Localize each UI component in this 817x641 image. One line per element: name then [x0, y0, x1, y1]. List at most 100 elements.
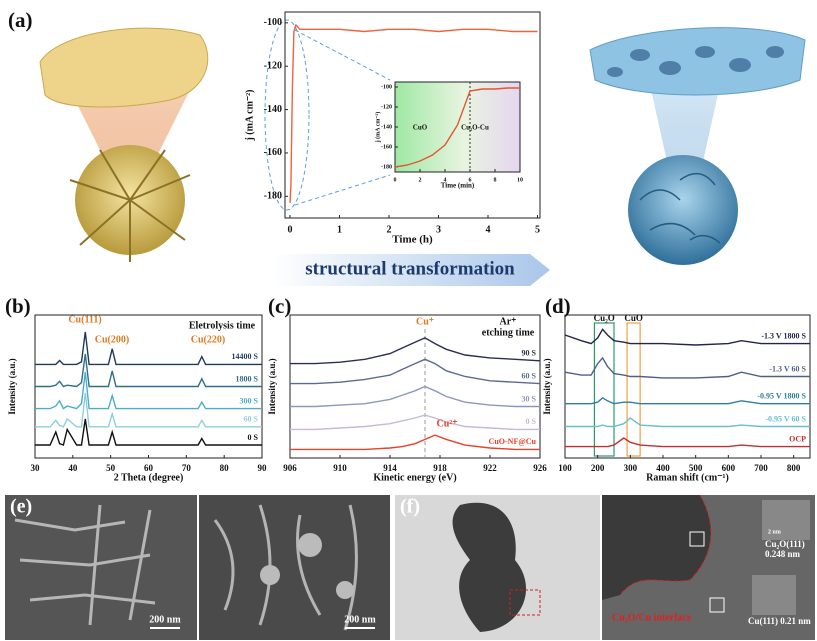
- panel-label: (d): [545, 294, 571, 318]
- annotation: Cu(200): [95, 334, 129, 345]
- series-line: [35, 372, 262, 410]
- series-label: OCP: [789, 434, 806, 443]
- series-line: [290, 414, 540, 431]
- x-tick-label: 0: [394, 177, 397, 183]
- panel-label: (b): [5, 294, 31, 318]
- x-tick-label: 926: [533, 463, 547, 473]
- x-axis-label: Kinetic energy (eV): [373, 472, 456, 483]
- x-tick-label: 3: [436, 224, 441, 235]
- x-tick-label: 8: [494, 177, 497, 183]
- x-tick-label: 910: [333, 463, 347, 473]
- y-axis-label: Intensity (a.u.): [7, 358, 17, 414]
- scale-label: 2 nm: [768, 529, 781, 535]
- series-line: [289, 23, 538, 203]
- x-tick-label: 0: [287, 224, 292, 235]
- series-line: [564, 328, 810, 346]
- series-label: 300 S: [240, 396, 259, 405]
- y-tick-label: -100: [381, 84, 392, 90]
- series-line: [35, 418, 262, 446]
- y-axis-label: Intensity (a.u.): [542, 358, 552, 414]
- series-label: 60 S: [244, 415, 259, 424]
- series-line: [565, 397, 810, 405]
- x-tick-label: 40: [68, 463, 78, 473]
- x-tick-label: 400: [656, 463, 670, 473]
- x-tick-label: 30: [31, 463, 41, 473]
- series-line: [290, 358, 541, 385]
- x-axis-label: Raman shift (cm⁻¹): [646, 472, 729, 483]
- y-tick-label: -140: [264, 104, 282, 115]
- region: [626, 322, 641, 457]
- x-tick-label: 6: [469, 177, 472, 183]
- series-label: 0 S: [248, 433, 259, 442]
- x-tick-label: 300: [624, 463, 638, 473]
- x-tick-label: 200: [591, 463, 605, 473]
- x-tick-label: 60: [144, 463, 154, 473]
- series-label: -0.95 V 1800 S: [757, 391, 806, 400]
- x-tick-label: 914: [383, 463, 397, 473]
- annotation: Cu(220): [191, 334, 225, 345]
- x-tick-label: 2: [419, 177, 422, 183]
- series-line: [565, 437, 810, 448]
- series-label: 1800 S: [236, 374, 259, 383]
- annotation: CuO: [413, 124, 428, 132]
- x-tick-label: 10: [517, 177, 523, 183]
- y-tick-label: -180: [264, 191, 282, 202]
- y-tick-label: -180: [381, 164, 392, 170]
- series-line: [290, 385, 540, 408]
- x-tick-label: 5: [535, 224, 540, 235]
- x-tick-label: 918: [433, 463, 447, 473]
- x-tick-label: 922: [483, 463, 497, 473]
- series-line: [565, 417, 810, 428]
- x-tick-label: 500: [689, 463, 703, 473]
- cu2o-cu-illustration: [589, 27, 806, 265]
- y-tick-label: -100: [264, 17, 282, 28]
- x-tick-label: 800: [787, 463, 801, 473]
- annotation: etching time: [482, 327, 535, 338]
- series-label: -1.3 V 60 S: [769, 364, 806, 373]
- y-tick-label: -120: [264, 61, 282, 72]
- annotation: Eletrolysis time: [189, 320, 256, 331]
- x-tick-label: 80: [220, 463, 230, 473]
- cuo-illustration: [39, 27, 209, 262]
- inset-background: [395, 82, 520, 172]
- series-line: [564, 356, 810, 379]
- annotation: Cu⁺: [416, 316, 434, 327]
- x-tick-label: 1: [337, 224, 342, 235]
- series-line: [290, 337, 541, 365]
- region: [593, 322, 615, 457]
- series-line: [394, 87, 520, 168]
- panel-label: (c): [268, 294, 291, 318]
- y-tick-label: -160: [381, 144, 392, 150]
- interface-label: Cu₂O/Cu interface: [612, 612, 692, 623]
- x-tick-label: 50: [106, 463, 116, 473]
- series-line: [35, 392, 262, 428]
- x-tick-label: 4: [444, 177, 447, 183]
- x-tick-label: 2: [386, 224, 391, 235]
- series-label: 60 S: [522, 371, 537, 380]
- y-axis-label: j (mA cm⁻²): [244, 89, 255, 141]
- y-axis-label: j (mA cm⁻²): [374, 112, 381, 144]
- annotation: Cu²⁺: [436, 418, 457, 429]
- series-line: [290, 434, 540, 451]
- scale-bar-label: 200 nm: [149, 614, 181, 625]
- region-label: CuO: [624, 313, 643, 323]
- panel-f: (f) Cu₂O/Cu interface 2 nm Cu₂O(111) 0.2…: [395, 494, 815, 640]
- series-label: 14400 S: [232, 352, 259, 361]
- series-label: 90 S: [522, 349, 537, 358]
- arrow-text: structural transformation: [305, 258, 515, 279]
- x-tick-label: 70: [182, 463, 192, 473]
- panel-label: (a): [8, 8, 33, 32]
- series-label: 30 S: [522, 394, 537, 403]
- transformation-arrow: structural transformation: [272, 254, 550, 286]
- series-label: CuO-NF@Cu: [489, 437, 537, 446]
- x-axis-label: Time (h): [392, 234, 433, 246]
- x-tick-label: 4: [486, 224, 491, 235]
- inset-label: Cu(111) 0.21 nm: [748, 616, 811, 626]
- plot-frame: [284, 11, 541, 219]
- series-label: -0.95 V 60 S: [765, 414, 806, 423]
- inset-label: 0.248 nm: [765, 549, 801, 559]
- series-line: [35, 331, 262, 366]
- y-tick-label: -120: [381, 104, 392, 110]
- annotation: Ar⁺: [500, 316, 517, 327]
